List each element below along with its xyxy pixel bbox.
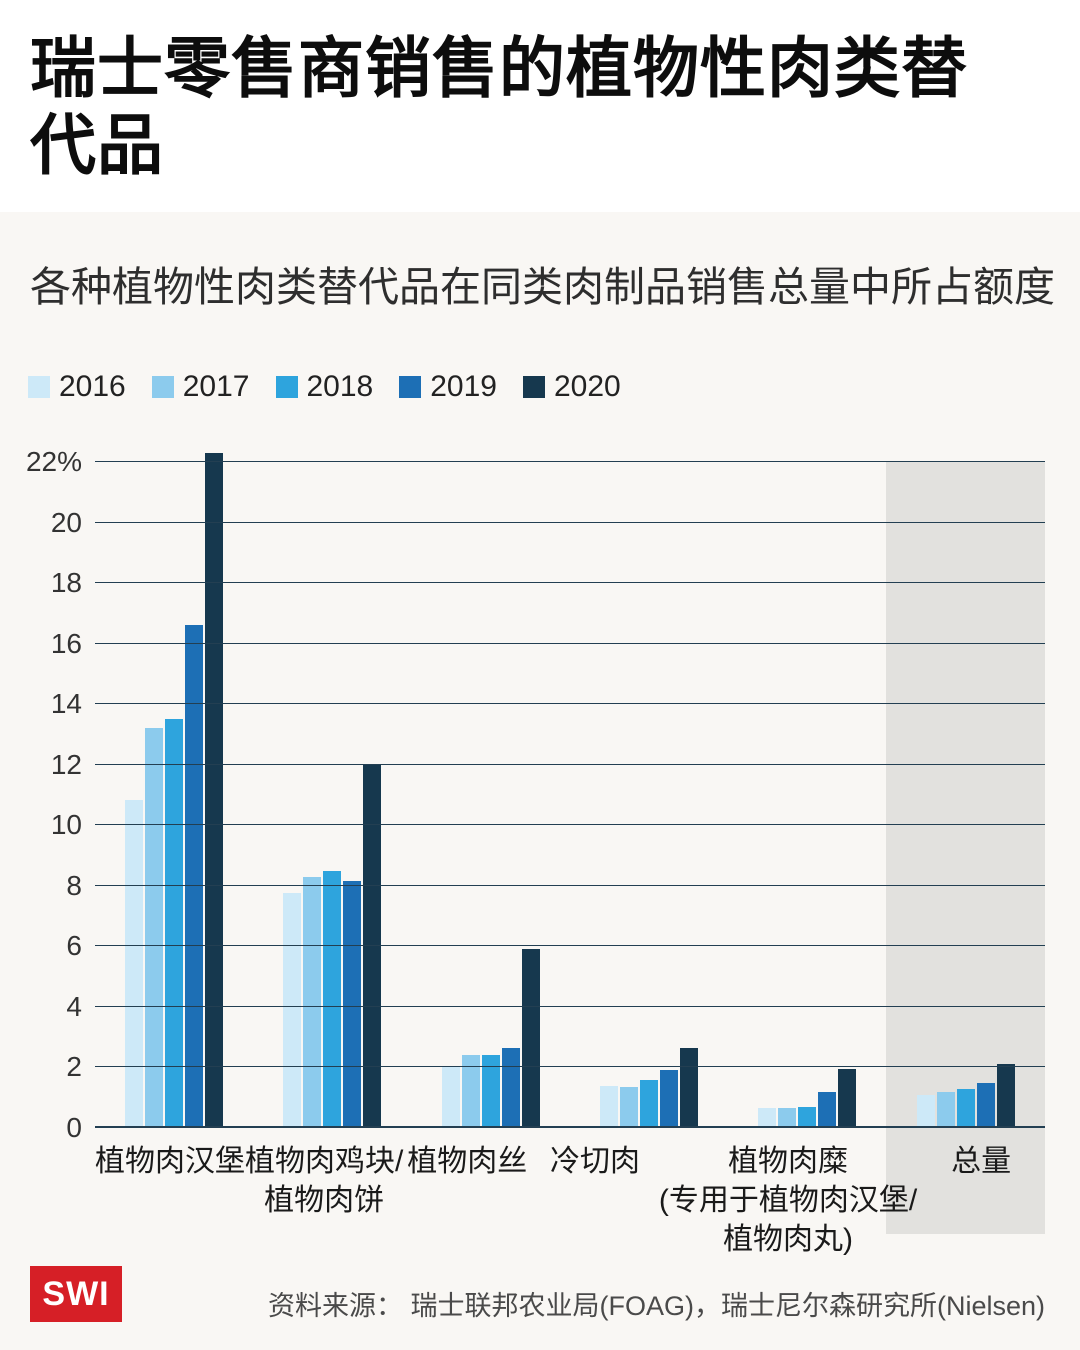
legend-swatch-2019 xyxy=(399,376,422,398)
x-label-cell: 植物肉丝 xyxy=(403,1142,531,1259)
y-tick-label: 12 xyxy=(50,748,82,780)
bar-2016 xyxy=(441,1067,460,1128)
bar-2020 xyxy=(205,452,224,1128)
bar-2019 xyxy=(343,881,362,1128)
y-tick-label: 6 xyxy=(66,930,82,962)
gridline xyxy=(95,1005,1045,1007)
y-tick-label: 20 xyxy=(50,506,82,538)
bar-2018 xyxy=(165,719,184,1128)
bar-2020 xyxy=(996,1064,1015,1128)
x-label: 植物肉糜 (专用于植物肉汉堡/ 植物肉丸) xyxy=(658,1145,918,1256)
y-tick-label: 22% xyxy=(25,446,82,477)
gridline xyxy=(95,824,1045,826)
swi-logo: SWI xyxy=(30,1266,122,1322)
x-label-cell: 植物肉鸡块/ 植物肉饼 xyxy=(245,1142,403,1259)
x-label-cell: 总量 xyxy=(917,1142,1045,1259)
bar-2019 xyxy=(818,1091,837,1128)
legend: 2016 2017 2018 2019 2020 xyxy=(28,370,621,404)
chart-subtitle: 各种植物性肉类替代品在同类肉制品销售总量中所占额度 xyxy=(30,264,1055,310)
bar-2016 xyxy=(758,1108,777,1128)
legend-swatch-2018 xyxy=(275,376,298,398)
bar-group-4 xyxy=(570,462,728,1128)
bar-2017 xyxy=(620,1087,639,1128)
x-label-cell: 冷切肉 xyxy=(531,1142,659,1259)
bar-2020 xyxy=(838,1068,857,1128)
bar-2017 xyxy=(303,876,322,1128)
legend-item-2020: 2020 xyxy=(523,370,621,404)
legend-label: 2017 xyxy=(182,370,250,403)
bar-2016 xyxy=(283,893,302,1128)
legend-swatch-2017 xyxy=(151,376,174,398)
y-tick-label: 18 xyxy=(50,567,82,599)
page-title: 瑞士零售商销售的植物性肉类替代品 xyxy=(30,31,968,182)
bar-2018 xyxy=(323,870,342,1128)
x-axis-labels: 植物肉汉堡 植物肉鸡块/ 植物肉饼 植物肉丝 冷切肉 植物肉糜 (专用于植物肉汉堡/ 植… xyxy=(95,1142,1045,1259)
bar-2019 xyxy=(976,1082,995,1128)
x-label: 植物肉丝 xyxy=(407,1145,528,1178)
x-label: 植物肉汉堡 xyxy=(95,1145,245,1178)
legend-swatch-2020 xyxy=(523,376,545,398)
x-label: 总量 xyxy=(951,1145,1012,1178)
bar-2018 xyxy=(798,1106,817,1128)
bar-group-1 xyxy=(95,452,253,1128)
bar-2017 xyxy=(778,1108,797,1128)
bar-2019 xyxy=(185,625,204,1128)
bar-2020 xyxy=(521,949,540,1128)
gridline xyxy=(95,642,1045,644)
bar-group-6 xyxy=(887,462,1045,1128)
bar-group-2 xyxy=(253,462,411,1128)
x-label: 冷切肉 xyxy=(550,1145,641,1178)
gridline xyxy=(95,884,1045,886)
gridline xyxy=(95,582,1045,584)
gridline xyxy=(95,521,1045,523)
bar-2018 xyxy=(956,1088,975,1128)
y-tick-label: 0 xyxy=(66,1112,82,1143)
source-note: 资料来源： 瑞士联邦农业局(FOAG)，瑞士尼尔森研究所(Nielsen) xyxy=(267,1291,1045,1321)
legend-item-2018: 2018 xyxy=(275,370,374,404)
bar-2016 xyxy=(916,1094,935,1128)
x-label-cell: 植物肉糜 (专用于植物肉汉堡/ 植物肉丸) xyxy=(659,1142,917,1259)
y-tick-label: 10 xyxy=(50,809,82,841)
legend-item-2017: 2017 xyxy=(151,370,250,404)
gridline xyxy=(95,945,1045,947)
y-tick-label: 4 xyxy=(66,990,82,1022)
bar-2018 xyxy=(481,1055,500,1128)
legend-swatch-2016 xyxy=(28,376,50,398)
gridline xyxy=(95,1126,1045,1128)
bar-2017 xyxy=(145,728,164,1128)
y-tick-label: 8 xyxy=(66,869,82,901)
bar-2017 xyxy=(461,1055,480,1128)
y-tick-label: 16 xyxy=(50,627,82,659)
gridline xyxy=(95,461,1045,462)
y-tick-label: 14 xyxy=(50,688,82,720)
bar-groups xyxy=(95,452,1045,1128)
bar-2019 xyxy=(660,1070,679,1128)
bar-group-5 xyxy=(728,462,886,1128)
legend-item-2016: 2016 xyxy=(28,370,126,404)
bar-2018 xyxy=(640,1079,659,1128)
plot-area xyxy=(95,452,1045,1128)
gridline xyxy=(95,763,1045,765)
legend-item-2019: 2019 xyxy=(399,370,497,404)
bar-2016 xyxy=(600,1085,619,1128)
gridline xyxy=(95,1066,1045,1068)
legend-label: 2019 xyxy=(430,370,497,403)
legend-label: 2016 xyxy=(59,370,126,403)
bar-2020 xyxy=(680,1047,699,1128)
legend-label: 2020 xyxy=(554,370,621,403)
bar-2019 xyxy=(501,1047,520,1128)
bar-group-3 xyxy=(412,462,570,1128)
legend-label: 2018 xyxy=(306,370,374,403)
y-axis-ticks: 0 2 4 6 8 10 12 14 16 18 20 22% xyxy=(0,448,82,1142)
gridline xyxy=(95,703,1045,705)
bar-2016 xyxy=(125,799,144,1128)
y-tick-label: 2 xyxy=(66,1051,82,1083)
x-label: 植物肉鸡块/ 植物肉饼 xyxy=(245,1145,404,1217)
x-label-cell: 植物肉汉堡 xyxy=(95,1142,245,1259)
bar-2017 xyxy=(936,1091,955,1128)
